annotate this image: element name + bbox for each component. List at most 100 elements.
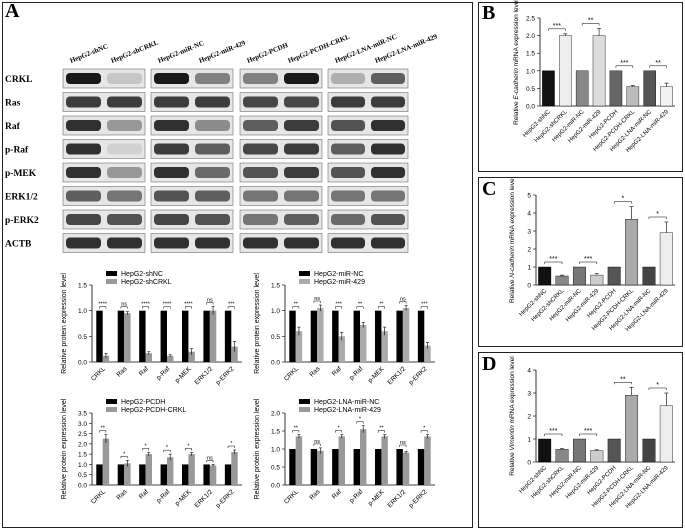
significance-label: ns bbox=[400, 440, 406, 446]
blot-band bbox=[243, 190, 278, 202]
blot-band bbox=[371, 73, 405, 84]
chart-y-tick-label: 1.0 bbox=[78, 462, 87, 469]
chart-bar bbox=[182, 310, 189, 362]
blot-lane-label: HepG2-shCRKL bbox=[110, 38, 160, 64]
blot-band bbox=[195, 214, 230, 225]
significance-label: ns bbox=[400, 297, 406, 303]
blot-band bbox=[195, 120, 230, 131]
significance-bracket bbox=[292, 430, 300, 433]
blot-band bbox=[66, 214, 101, 225]
significance-bracket bbox=[313, 443, 321, 446]
blot-band bbox=[243, 167, 278, 178]
chart-y-axis-label-part: N-cadherin bbox=[509, 246, 516, 278]
chart-bar bbox=[124, 463, 131, 485]
chart-bar bbox=[572, 438, 586, 463]
blot-protein-label: p-ERK2 bbox=[5, 216, 39, 226]
chart-x-tick-label: CRKL bbox=[90, 365, 107, 382]
blot-band bbox=[243, 214, 278, 225]
chart-bar bbox=[607, 438, 621, 463]
chart-bar bbox=[167, 355, 174, 362]
blot-band bbox=[284, 237, 319, 249]
significance-label: ns bbox=[207, 455, 213, 461]
significance-bracket bbox=[99, 306, 107, 309]
chart-bar bbox=[167, 457, 174, 485]
blot-band bbox=[107, 237, 142, 249]
blot-protein-label: ACTB bbox=[5, 240, 32, 250]
chart-y-tick-label: 1.0 bbox=[526, 68, 535, 75]
chart-y-axis-label-part: Relative bbox=[513, 100, 520, 125]
chart-bar bbox=[209, 465, 217, 485]
significance-bracket bbox=[163, 306, 171, 309]
blot-band bbox=[195, 167, 230, 178]
chart-y-tick-label: 0.0 bbox=[271, 360, 280, 367]
significance-label: ** bbox=[101, 426, 106, 432]
significance-bracket bbox=[335, 430, 343, 433]
chart-y-tick-label: 2.5 bbox=[526, 16, 535, 23]
significance-label: ** bbox=[620, 376, 626, 383]
blot-band bbox=[331, 190, 365, 202]
blot-lane-label: HepG2-miR-429 bbox=[198, 39, 247, 65]
significance-label: ns bbox=[314, 296, 320, 302]
chart-bar bbox=[625, 219, 639, 286]
chart-bar bbox=[231, 346, 238, 362]
chart-bar bbox=[360, 429, 367, 485]
blot-band bbox=[195, 73, 230, 84]
chart-y-axis-label: Relative protein expression level bbox=[254, 398, 261, 499]
legend-label: HepG2-miR-NC bbox=[314, 271, 363, 278]
chart-bar bbox=[555, 449, 569, 463]
chart-x-tick-label: CRKL bbox=[90, 488, 107, 505]
chart-x-tick-label: Ras bbox=[115, 365, 129, 379]
significance-label: ns bbox=[314, 439, 320, 445]
blot-band bbox=[154, 167, 189, 178]
chart-bar bbox=[592, 35, 606, 107]
chart-bar bbox=[188, 454, 195, 485]
blot-band bbox=[66, 73, 101, 84]
significance-label: *** bbox=[228, 302, 235, 308]
chart-bar bbox=[559, 35, 572, 107]
chart-x-tick-label: CRKL bbox=[283, 365, 300, 382]
significance-label: * bbox=[622, 196, 625, 203]
chart-bar bbox=[310, 310, 318, 362]
significance-label: *** bbox=[549, 256, 557, 263]
chart-y-tick-label: 0.5 bbox=[271, 334, 280, 341]
legend-swatch bbox=[106, 279, 117, 284]
blot-band bbox=[195, 96, 230, 108]
blot-band bbox=[154, 73, 189, 84]
significance-bracket bbox=[142, 448, 150, 451]
chart-bar bbox=[117, 310, 125, 362]
chart-bar bbox=[182, 464, 189, 485]
chart-bar bbox=[402, 452, 410, 485]
significance-label: ns bbox=[121, 302, 127, 308]
blot-band bbox=[154, 96, 189, 108]
chart-y-tick-label: 1 bbox=[527, 265, 531, 272]
chart-x-tick-label: ERK1/2 bbox=[193, 488, 214, 509]
significance-bracket bbox=[227, 306, 235, 309]
blot-band bbox=[107, 96, 142, 108]
chart-x-tick-label: p-Raf bbox=[348, 488, 364, 504]
blot-band bbox=[284, 214, 319, 225]
blot-band bbox=[107, 73, 142, 84]
significance-bracket bbox=[313, 300, 321, 304]
chart-y-axis-label: Relative protein expression level bbox=[254, 273, 261, 374]
chart-x-tick-label: Raf bbox=[331, 488, 343, 500]
chart-x-tick-label: p-MEK bbox=[174, 365, 193, 384]
blot-lane-label: HepG2-PCDH bbox=[246, 41, 290, 65]
chart-bar bbox=[338, 336, 345, 362]
chart-y-tick-label: 2 bbox=[527, 247, 531, 254]
chart-bar bbox=[625, 395, 639, 463]
chart-x-tick-label: p-MEK bbox=[174, 488, 193, 507]
chart-y-tick-label: 2.0 bbox=[271, 411, 280, 418]
blot-band bbox=[243, 120, 278, 131]
chart-y-tick-label: 1 bbox=[527, 437, 531, 444]
blot-band bbox=[331, 96, 365, 108]
chart-bar bbox=[381, 436, 388, 485]
chart-y-tick-label: 0 bbox=[527, 283, 531, 290]
chart-bar bbox=[224, 464, 232, 485]
chart-bar bbox=[295, 436, 303, 485]
blot-band bbox=[243, 143, 278, 155]
chart-x-tick-label: p-ERK2 bbox=[408, 365, 429, 386]
chart-bar bbox=[102, 438, 110, 485]
significance-label: * bbox=[656, 211, 659, 218]
legend-swatch bbox=[106, 271, 117, 276]
chart-bar bbox=[289, 449, 296, 485]
